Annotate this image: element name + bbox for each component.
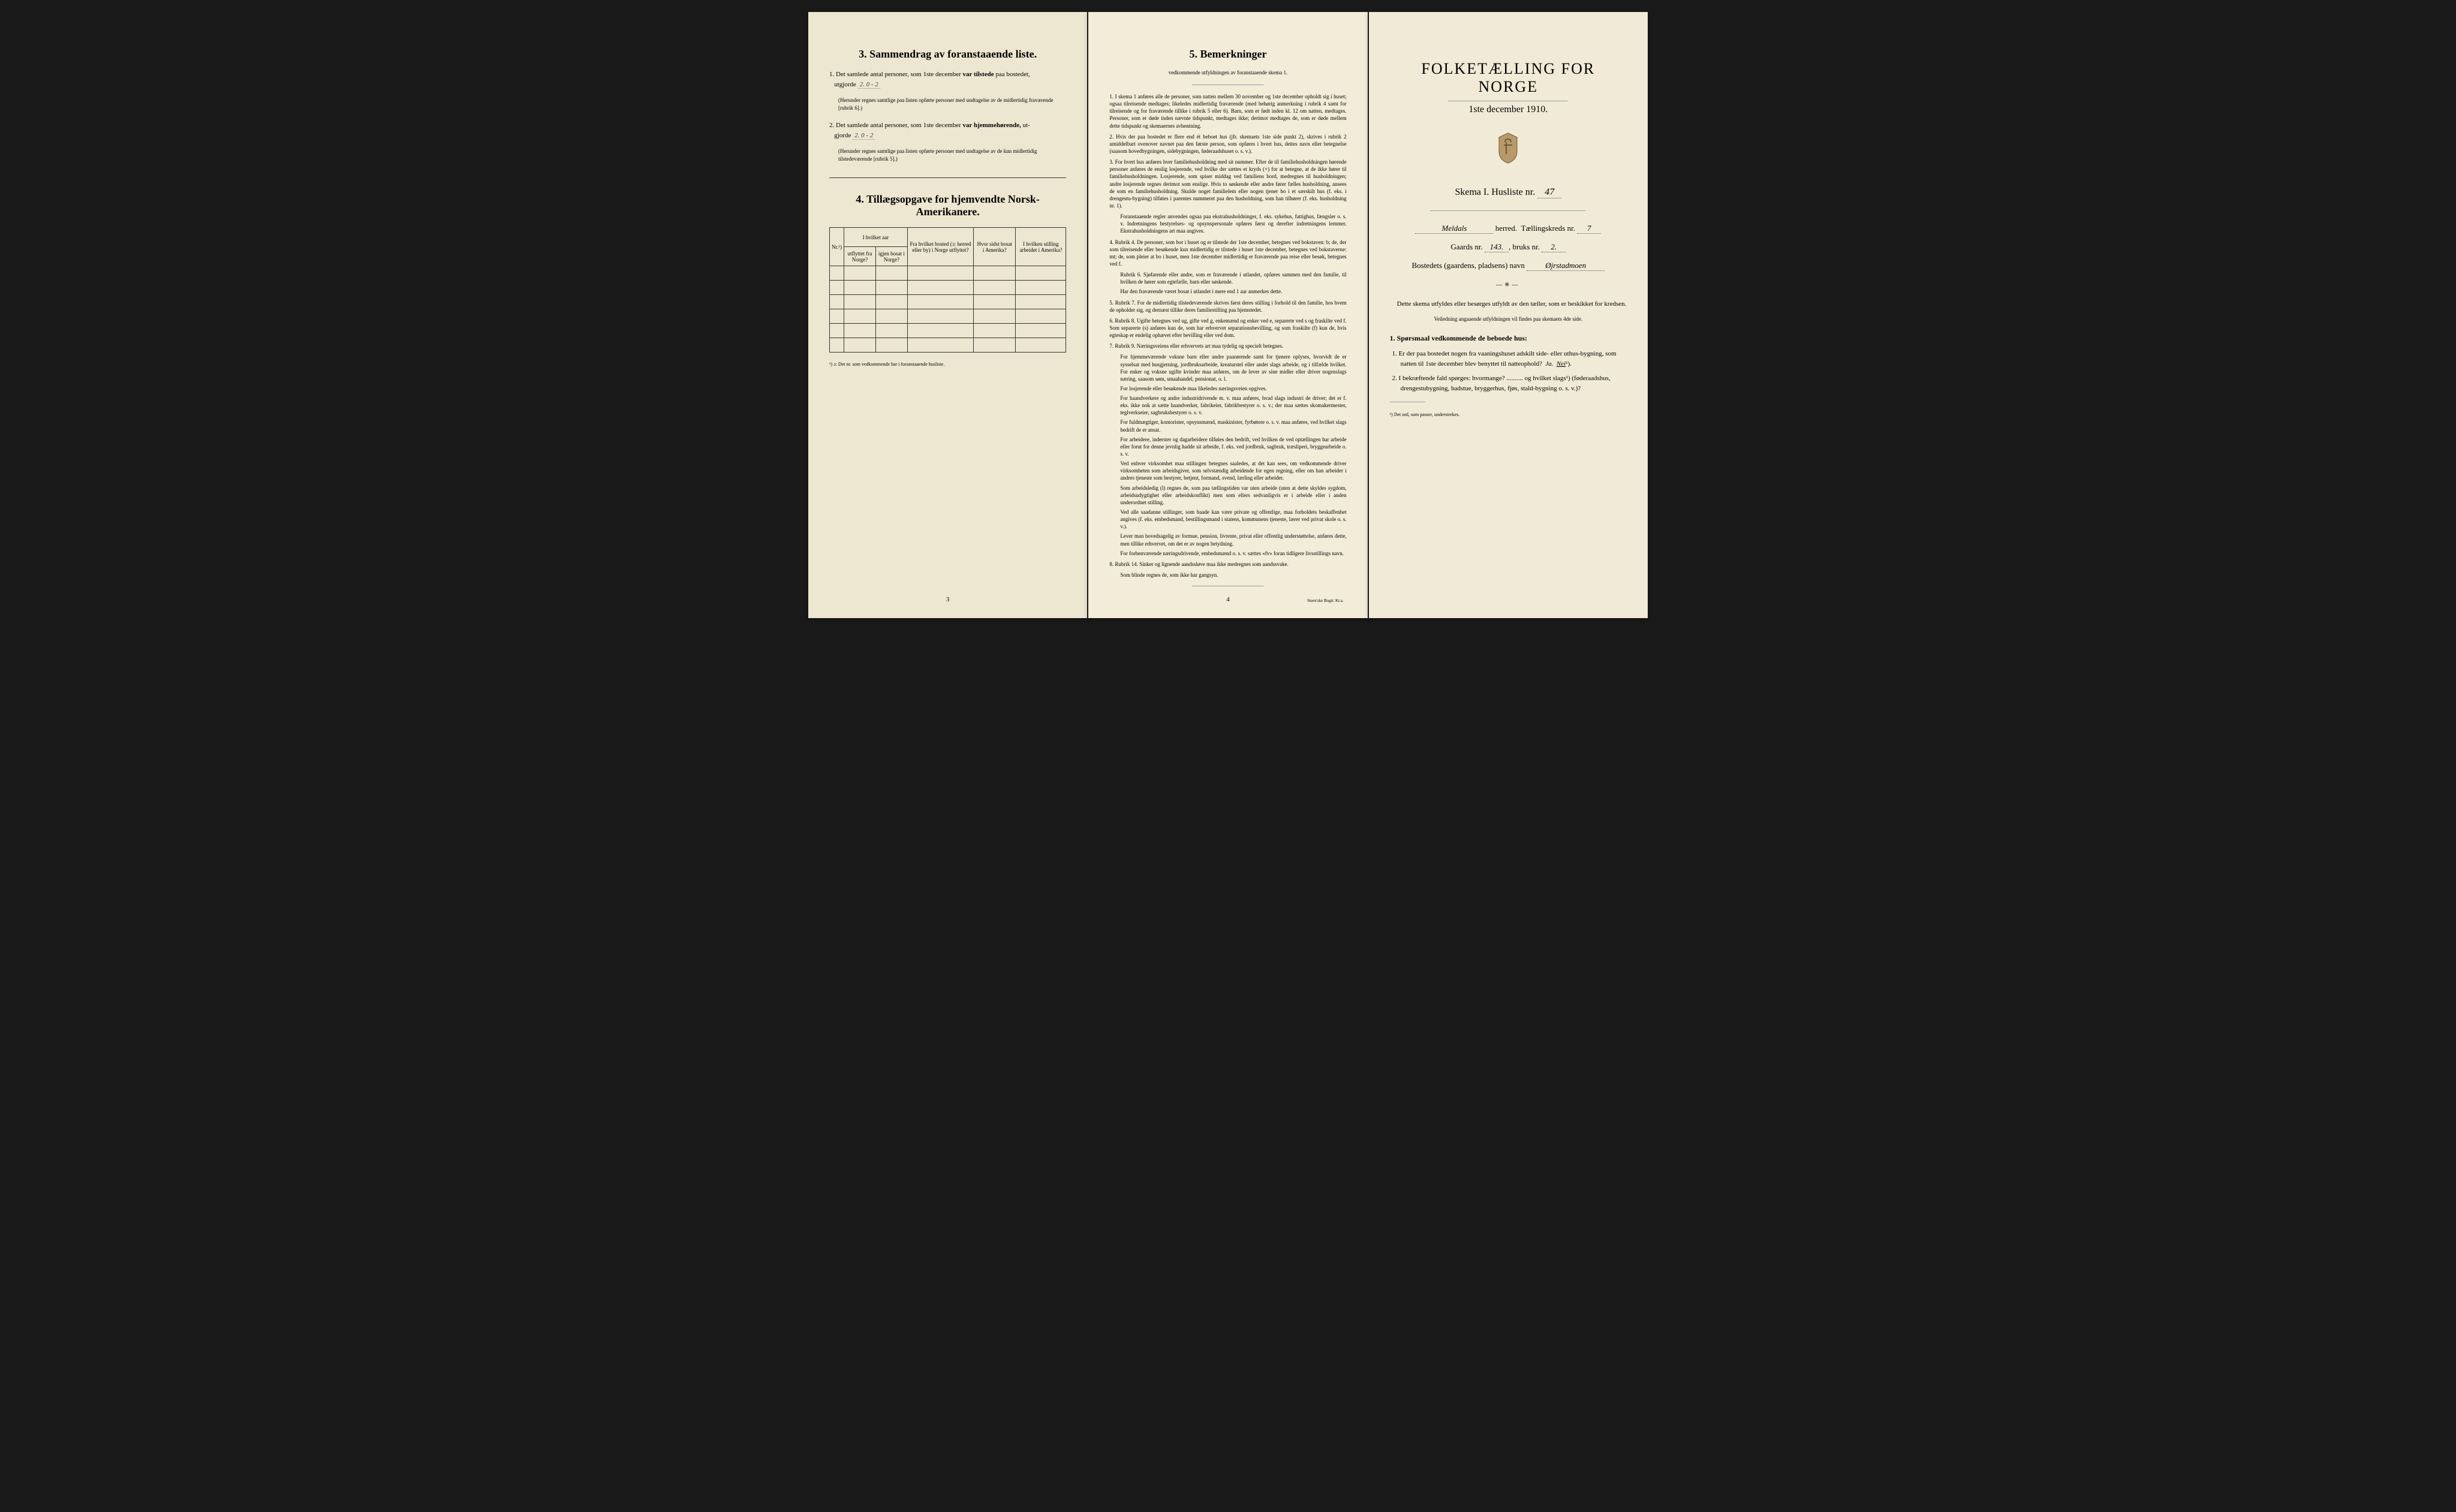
remark-5: 5. Rubrik 7. For de midlertidig tilstede… <box>1109 299 1346 314</box>
remark-2: 2. Hvis der paa bostedet er flere end ét… <box>1109 133 1346 155</box>
question-2: 2. I bekræftende fald spørges: hvormange… <box>1401 374 1627 393</box>
instruction2: Veiledning angaaende utfyldningen vil fi… <box>1390 315 1627 324</box>
remark-8: 8. Rubrik 14. Sinker og lignende aandssl… <box>1109 561 1346 568</box>
page-num-4: 4 <box>1226 596 1230 603</box>
gaard-nr: 143. <box>1485 242 1509 252</box>
amerikaner-table: Nr.¹) I hvilket aar Fra hvilket bosted (… <box>829 227 1066 353</box>
section3-title: 3. Sammendrag av foranstaaende liste. <box>829 48 1066 61</box>
bosted-line: Bostedets (gaardens, pladsens) navn Øjrs… <box>1390 261 1627 271</box>
question-1: 1. Er der paa bostedet nogen fra vaaning… <box>1401 349 1627 369</box>
bosted-value: Øjrstadmoen <box>1527 261 1605 271</box>
kreds-nr: 7 <box>1577 224 1601 234</box>
ornament: ―※― <box>1390 282 1627 288</box>
section5-subtitle: vedkommende utfyldningen av foranstaaend… <box>1109 70 1346 76</box>
remark-3: 3. For hvert hus anføres hver familiehus… <box>1109 158 1346 209</box>
page-num-3: 3 <box>946 596 950 603</box>
cover-title: FOLKETÆLLING FOR NORGE <box>1390 60 1627 96</box>
herred-value: Meldals <box>1415 224 1493 234</box>
item1: 1. Det samlede antal personer, som 1ste … <box>829 70 1066 89</box>
page-left: 3. Sammendrag av foranstaaende liste. 1.… <box>808 12 1087 618</box>
coat-of-arms-icon <box>1390 130 1627 172</box>
footnote-left: ¹) ɔ: Det nr. som vedkommende har i fora… <box>829 362 1066 367</box>
skema-line: Skema I. Husliste nr. 47 <box>1390 187 1627 198</box>
section4-title: 4. Tillægsopgave for hjemvendte Norsk-Am… <box>829 193 1066 218</box>
item2: 2. Det samlede antal personer, som 1ste … <box>829 121 1066 140</box>
bruk-nr: 2. <box>1542 242 1566 252</box>
item2-note: (Herunder regnes samtlige paa listen opf… <box>838 147 1066 162</box>
remark-4: 4. Rubrik 4. De personer, som bor i huse… <box>1109 239 1346 268</box>
footnote-right: ¹) Det ord, som passer, understrekes. <box>1390 412 1627 417</box>
page-center: 5. Bemerkninger vedkommende utfyldningen… <box>1088 12 1367 618</box>
divider <box>829 177 1066 178</box>
item2-value: 2. 0 - 2 <box>853 132 875 140</box>
item1-note: (Herunder regnes samtlige paa listen opf… <box>838 97 1066 112</box>
section5-title: 5. Bemerkninger <box>1109 48 1346 61</box>
page-right: FOLKETÆLLING FOR NORGE 1ste december 191… <box>1369 12 1648 618</box>
question-title: 1. Spørsmaal vedkommende de beboede hus: <box>1390 334 1627 343</box>
herred-line: Meldals herred. Tællingskreds nr. 7 <box>1390 224 1627 234</box>
remark-7: 7. Rubrik 9. Næringsveiens eller erhverv… <box>1109 342 1346 350</box>
printer: Steen'ske Bogtr. Kr.a. <box>1307 598 1344 603</box>
husliste-nr: 47 <box>1537 187 1561 198</box>
cover-date: 1ste december 1910. <box>1390 104 1627 115</box>
remark-1: 1. I skema 1 anføres alle de personer, s… <box>1109 93 1346 129</box>
remark-6: 6. Rubrik 8. Ugifte betegnes ved ug, gif… <box>1109 317 1346 339</box>
nei-underlined: Nei <box>1557 360 1566 368</box>
gaard-line: Gaards nr. 143., bruks nr. 2. <box>1390 242 1627 252</box>
instruction1: Dette skema utfyldes eller besørges utfy… <box>1390 299 1627 309</box>
item1-value: 2. 0 - 2 <box>858 81 880 89</box>
